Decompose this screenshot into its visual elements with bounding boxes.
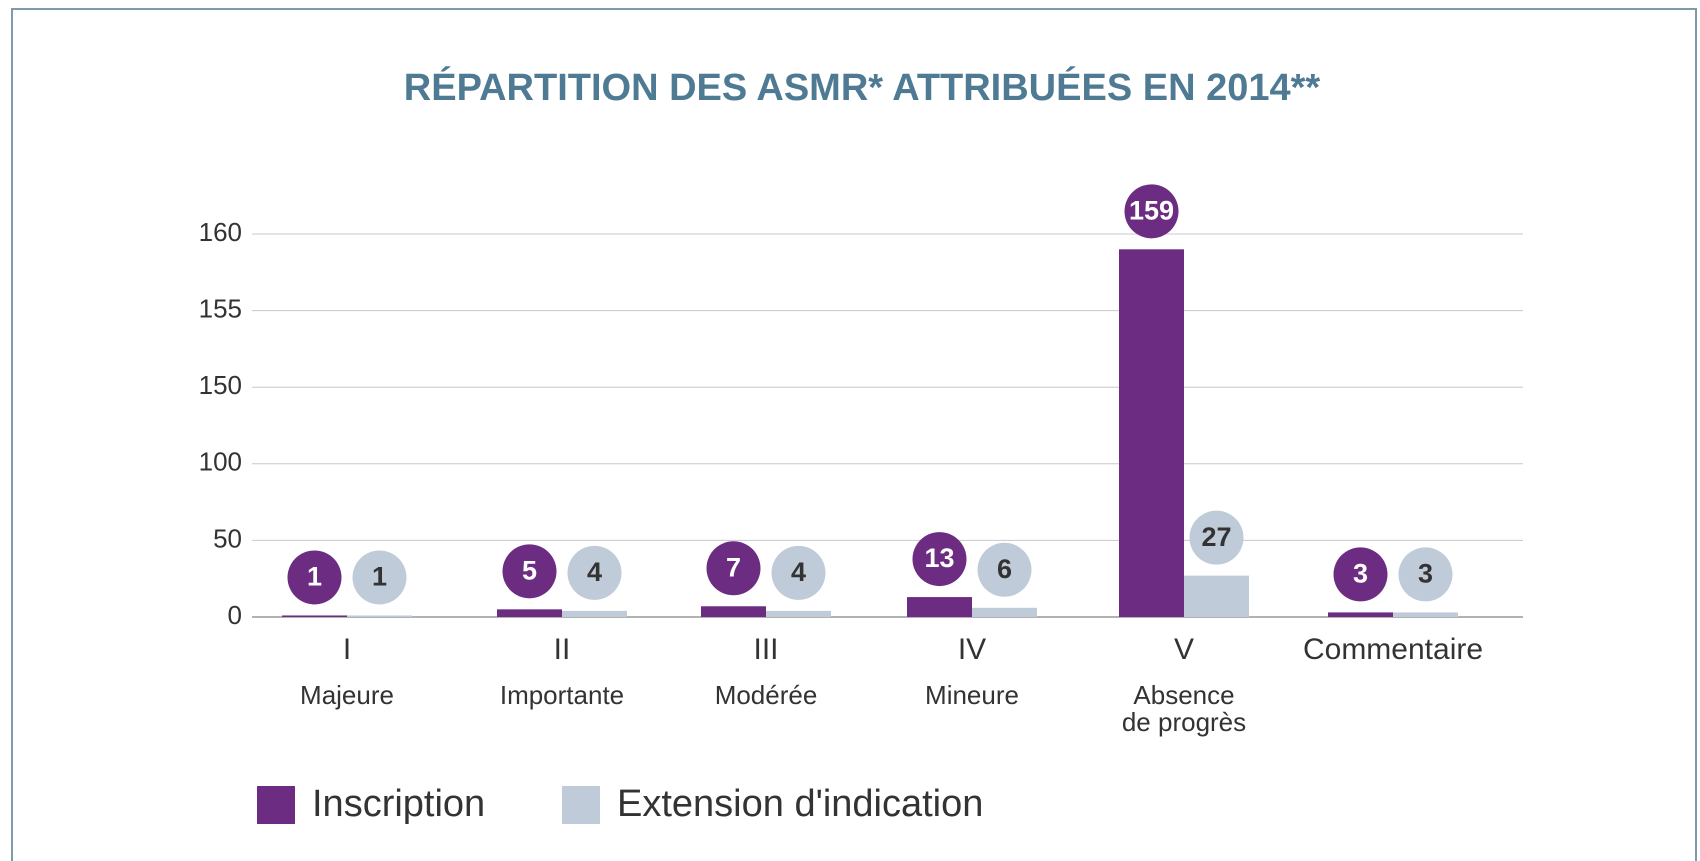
bar [701, 606, 766, 617]
data-label: 1 [372, 562, 387, 592]
x-tick-sublabel: Majeure [300, 680, 394, 710]
value-badge [977, 542, 1032, 597]
bar [766, 610, 831, 617]
value-badge [502, 544, 557, 599]
bar [497, 609, 562, 617]
data-label: 159 [1129, 195, 1174, 225]
bar [1184, 575, 1249, 617]
y-tick-label: 100 [199, 447, 242, 477]
bar [1393, 612, 1458, 617]
x-tick-label: IV [958, 633, 986, 666]
x-tick-sublabel: Modérée [715, 680, 818, 710]
value-badge [1333, 547, 1388, 602]
x-tick-label: III [753, 633, 778, 666]
x-tick-sublabel: Absence [1133, 680, 1234, 710]
x-tick-sublabel: de progrès [1122, 707, 1246, 737]
value-badge [1124, 184, 1179, 239]
value-badge [1189, 510, 1244, 565]
data-label: 4 [587, 557, 602, 587]
chart-title: RÉPARTITION DES ASMR* ATTRIBUÉES EN 2014… [404, 65, 1321, 109]
bar [1119, 249, 1184, 617]
legend-label: Inscription [312, 783, 485, 825]
data-label: 6 [997, 554, 1012, 584]
bar [972, 607, 1037, 617]
data-label: 7 [726, 552, 741, 582]
legend-swatch [562, 786, 600, 824]
y-tick-label: 150 [199, 370, 242, 400]
bar [282, 615, 347, 617]
bar [347, 615, 412, 617]
data-label: 13 [924, 543, 954, 573]
bar [562, 610, 627, 617]
value-badge [706, 541, 761, 596]
value-badge [287, 550, 342, 605]
data-label: 3 [1418, 559, 1433, 589]
data-label: 3 [1353, 559, 1368, 589]
data-label: 1 [307, 562, 322, 592]
value-badge [1398, 547, 1453, 602]
bar [907, 597, 972, 617]
legend-swatch [257, 786, 295, 824]
bar [1328, 612, 1393, 617]
y-tick-label: 0 [228, 600, 242, 630]
x-tick-label: Commentaire [1303, 633, 1483, 666]
data-label: 5 [522, 555, 537, 585]
value-badge [567, 545, 622, 600]
x-tick-sublabel: Mineure [925, 680, 1019, 710]
frame [11, 8, 1697, 861]
data-label: 27 [1201, 522, 1231, 552]
y-tick-label: 160 [199, 217, 242, 247]
value-badge [771, 545, 826, 600]
y-tick-label: 50 [213, 523, 242, 553]
x-tick-label: V [1174, 633, 1194, 666]
legend-label: Extension d'indication [617, 783, 983, 825]
y-tick-label: 155 [199, 293, 242, 323]
value-badge [352, 550, 407, 605]
x-tick-sublabel: Importante [500, 680, 624, 710]
x-tick-label: II [554, 633, 571, 666]
x-tick-label: I [343, 633, 351, 666]
data-label: 4 [791, 557, 806, 587]
value-badge [912, 532, 967, 587]
